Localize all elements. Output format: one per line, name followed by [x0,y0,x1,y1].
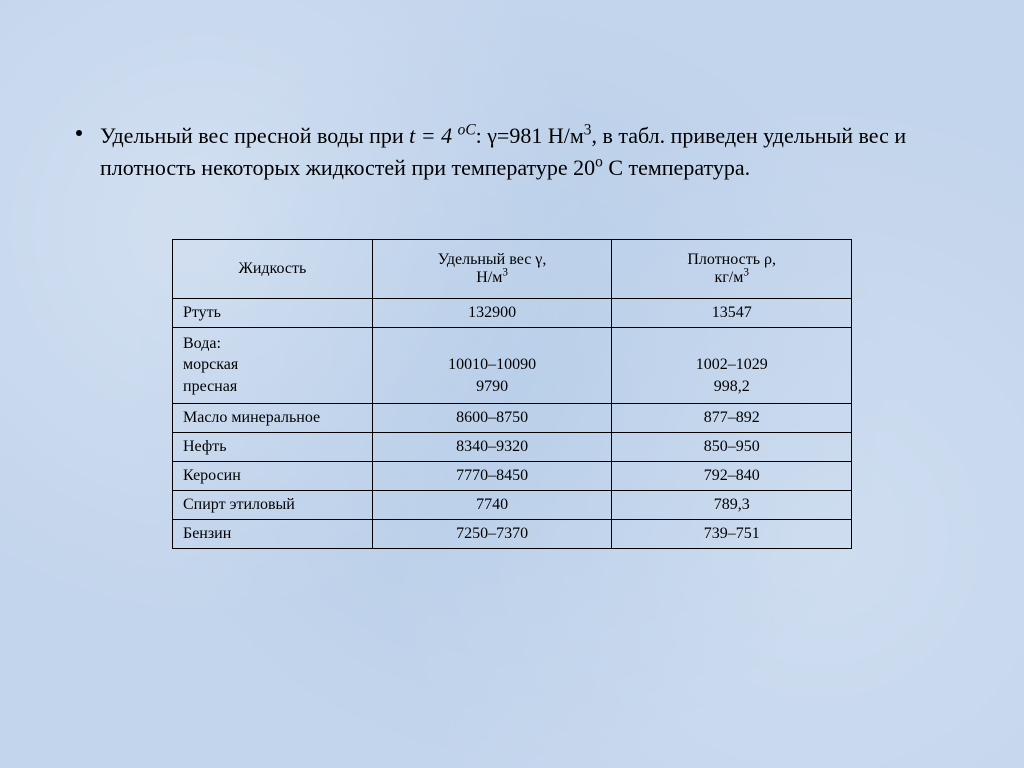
water-name-l3: пресная [183,378,237,395]
cell-liquid: Бензин [173,519,373,548]
table-header-row: Жидкость Удельный вес γ, Н/м3 Плотность … [173,239,852,298]
header-sw-line2: Н/м [476,269,502,286]
cell-sw: 8340–9320 [372,432,612,461]
data-table-wrap: Жидкость Удельный вес γ, Н/м3 Плотность … [172,239,852,549]
table-row: Масло минеральное 8600–8750 877–892 [173,403,852,432]
water-sw-l2: 9790 [476,378,508,395]
water-name-l1: Вода: [183,335,221,352]
cell-liquid: Спирт этиловый [173,490,373,519]
bullet-dot-icon [76,130,82,136]
header-den-line1: Плотность ρ, [687,251,776,268]
slide: Удельный вес пресной воды при t = 4 оС: … [0,0,1024,768]
cell-den: 1002–1029 998,2 [612,327,852,403]
header-sw-sup: 3 [502,266,508,278]
para-tvar: t = 4 [409,123,457,148]
para-degC: оС [458,122,476,139]
header-den-line2: кг/м [714,269,743,286]
water-name-l2: морская [183,356,238,373]
table-row: Керосин 7770–8450 792–840 [173,461,852,490]
para-pre: Удельный вес пресной воды при [100,123,409,148]
water-den-l2: 998,2 [714,378,750,395]
cell-sw: 8600–8750 [372,403,612,432]
cell-sw: 132900 [372,298,612,327]
header-density: Плотность ρ, кг/м3 [612,239,852,298]
cell-den: 792–840 [612,461,852,490]
header-sw-line1: Удельный вес γ, [438,251,547,268]
liquids-table: Жидкость Удельный вес γ, Н/м3 Плотность … [172,239,852,549]
cell-sw: 7770–8450 [372,461,612,490]
cell-den: 789,3 [612,490,852,519]
cell-den: 739–751 [612,519,852,548]
table-row: Вода: морская пресная 10010–10090 9790 1… [173,327,852,403]
header-liquid: Жидкость [173,239,373,298]
para-deg2: о [595,154,603,171]
table-row: Бензин 7250–7370 739–751 [173,519,852,548]
table-row: Спирт этиловый 7740 789,3 [173,490,852,519]
cell-liquid: Керосин [173,461,373,490]
cell-liquid: Ртуть [173,298,373,327]
para-tail: С температура. [603,155,750,180]
table-row: Ртуть 132900 13547 [173,298,852,327]
header-specific-weight: Удельный вес γ, Н/м3 [372,239,612,298]
cell-liquid: Масло минеральное [173,403,373,432]
bullet-paragraph: Удельный вес пресной воды при t = 4 оС: … [70,120,954,184]
water-sw-l1: 10010–10090 [448,356,536,373]
water-den-l1: 1002–1029 [696,356,768,373]
cell-sw: 10010–10090 9790 [372,327,612,403]
cell-sw: 7250–7370 [372,519,612,548]
cell-den: 877–892 [612,403,852,432]
cell-den: 13547 [612,298,852,327]
cell-den: 850–950 [612,432,852,461]
cell-liquid: Вода: морская пресная [173,327,373,403]
cell-liquid: Нефть [173,432,373,461]
table-row: Нефть 8340–9320 850–950 [173,432,852,461]
header-den-sup: 3 [743,266,749,278]
para-mid1: : γ=981 Н/м [476,123,584,148]
cell-sw: 7740 [372,490,612,519]
